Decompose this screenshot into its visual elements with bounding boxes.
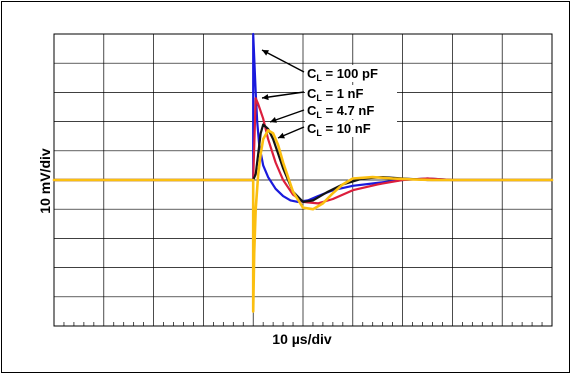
annotation-value: = 100 pF: [322, 66, 378, 81]
annotation-leader-line: [261, 91, 305, 99]
annotation-value: = 10 nF: [322, 121, 371, 136]
annotation-prefix: C: [307, 103, 317, 118]
annotation-backdrop: [305, 120, 397, 137]
annotation-arrowhead: [270, 117, 277, 123]
annotation-prefix: C: [307, 66, 317, 81]
annotation-prefix: C: [307, 86, 317, 101]
annotation-subscript: L: [316, 93, 322, 103]
annotation-leader-line: [261, 49, 305, 73]
annotation-arrowhead: [262, 94, 269, 101]
series-line-3: [52, 129, 554, 313]
annotation-prefix: C: [307, 121, 317, 136]
annotation-leaders: [261, 49, 305, 139]
annotation-label: CL = 100 pF: [307, 66, 378, 83]
annotation-subscript: L: [316, 73, 322, 83]
annotation-subscript: L: [316, 110, 322, 120]
annotation-subscript: L: [316, 128, 322, 138]
annotation-backdrop: [305, 65, 397, 82]
annotation-label: CL = 1 nF: [307, 86, 363, 103]
annotation-backdrop: [305, 102, 397, 119]
annotation-value: = 1 nF: [322, 86, 364, 101]
annotation-backdrop: [305, 85, 397, 102]
annotation-arrowhead: [262, 50, 269, 56]
x-axis-label: 10 µs/div: [272, 331, 332, 347]
series-layer: [52, 32, 554, 313]
annotation-value: = 4.7 nF: [322, 103, 374, 118]
annotation-label: CL = 4.7 nF: [307, 103, 374, 120]
annotation-label: CL = 10 nF: [307, 121, 371, 138]
annotation-arrowhead: [278, 132, 285, 139]
y-axis-label: 10 mV/div: [37, 148, 53, 214]
